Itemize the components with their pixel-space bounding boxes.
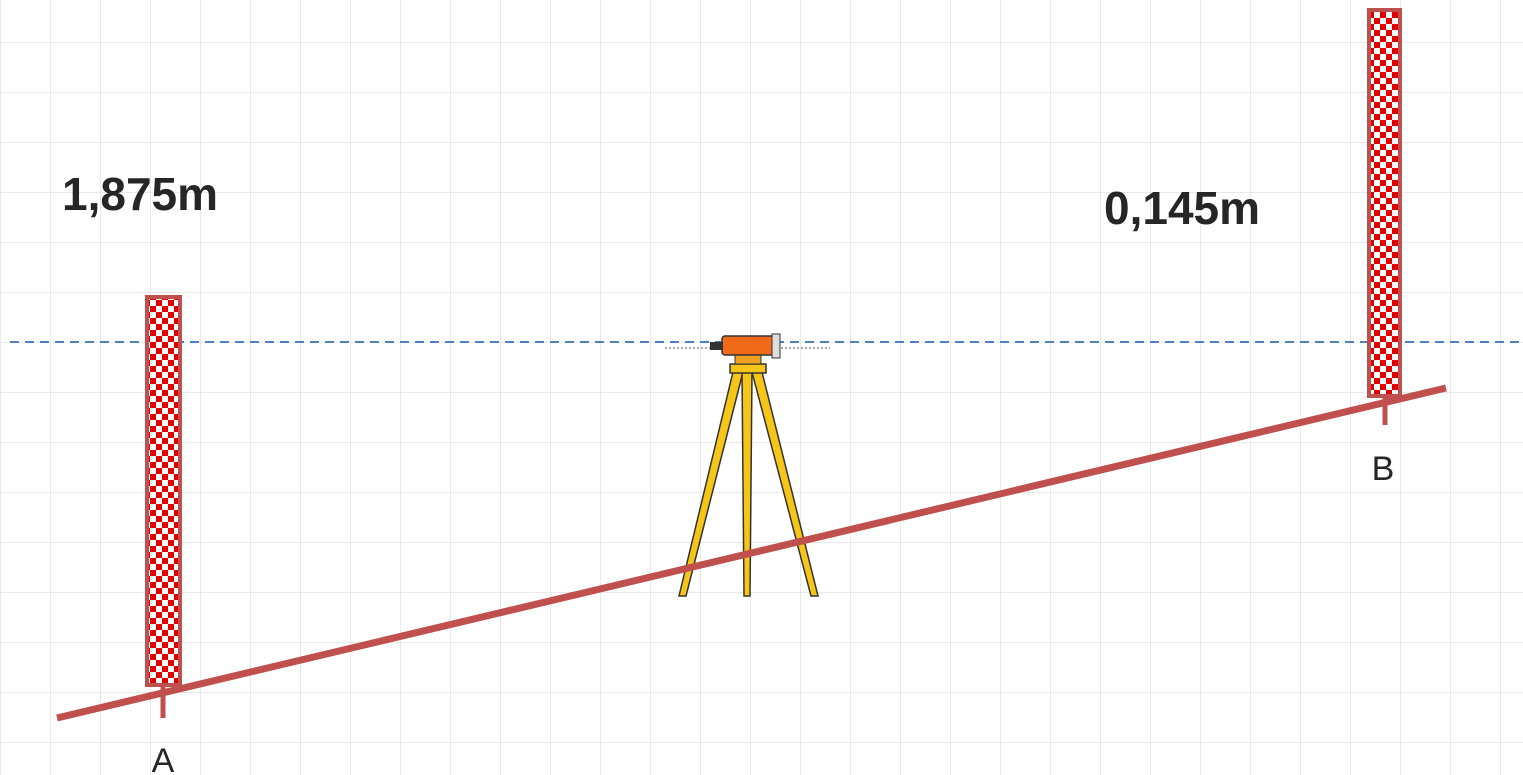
rod-a bbox=[145, 295, 182, 687]
ground-line bbox=[56, 384, 1447, 722]
point-b: B bbox=[1372, 450, 1395, 488]
reading-b: 0,145m bbox=[1104, 182, 1260, 234]
reading-a: 1,875m bbox=[62, 168, 218, 220]
point-a: A bbox=[152, 742, 175, 775]
rod-b bbox=[1367, 8, 1402, 398]
